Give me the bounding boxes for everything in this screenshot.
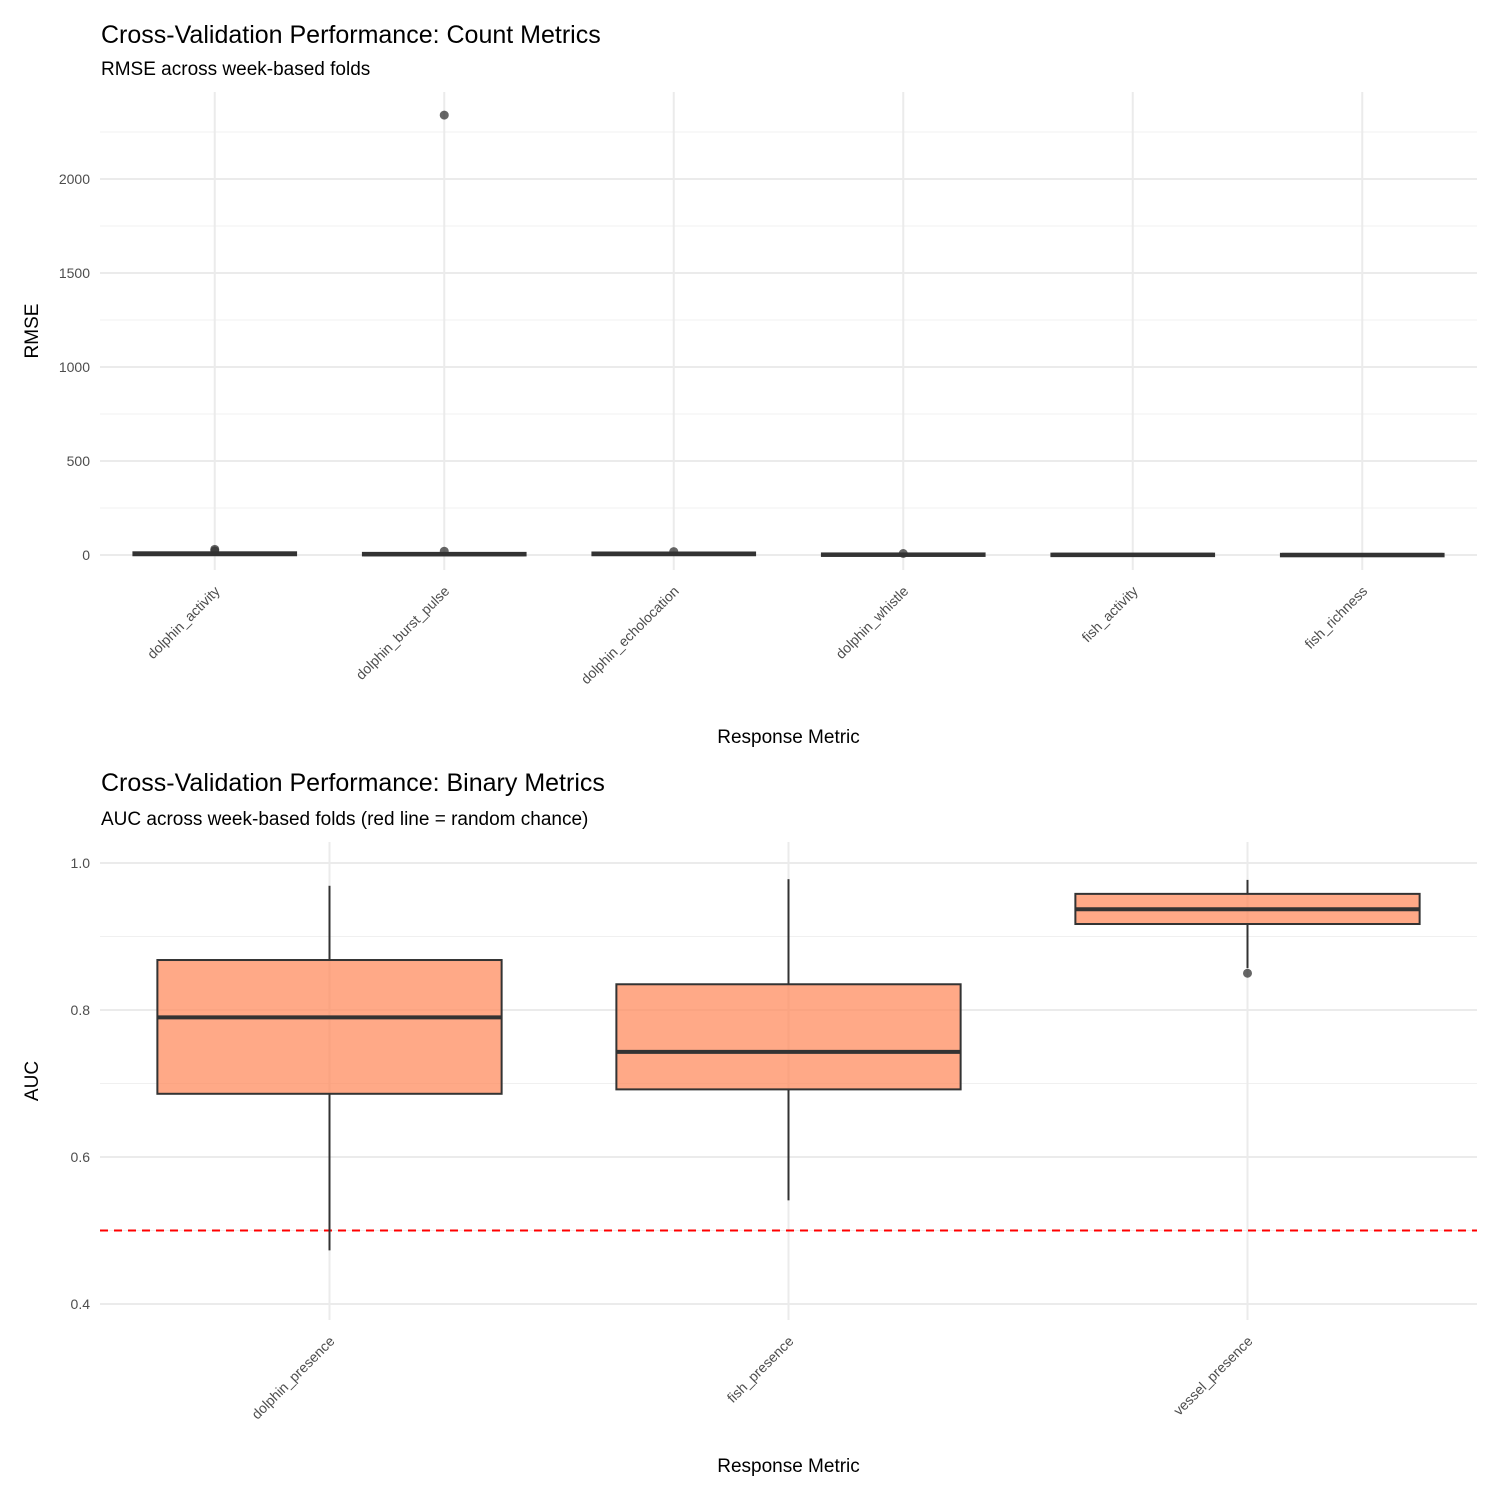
y-axis-label: RMSE: [22, 304, 43, 359]
x-axis-label: Response Metric: [717, 727, 860, 748]
x-tick-label: vessel_presence: [1170, 1333, 1256, 1419]
y-tick-label: 0.6: [71, 1149, 91, 1165]
y-tick-label: 1000: [59, 359, 90, 375]
y-tick-label: 0: [82, 547, 90, 563]
x-tick-label: dolphin_whistle: [832, 583, 911, 662]
y-tick-label: 500: [67, 453, 91, 469]
x-tick-label: fish_richness: [1301, 583, 1370, 652]
outlier-point: [210, 546, 220, 556]
x-tick-label: dolphin_echolocation: [578, 583, 682, 687]
x-tick-label: fish_presence: [724, 1333, 797, 1406]
box-dolphin_presence: [156, 959, 503, 1095]
chart-title: Cross-Validation Performance: Binary Met…: [101, 769, 605, 797]
outlier-point: [439, 546, 449, 556]
x-tick-label: fish_activity: [1078, 583, 1140, 645]
y-tick-label: 0.4: [71, 1296, 91, 1312]
y-tick-label: 0.8: [71, 1002, 91, 1018]
x-axis-label: Response Metric: [717, 1456, 860, 1477]
y-tick-label: 2000: [59, 171, 90, 187]
x-tick-label: dolphin_presence: [248, 1333, 338, 1423]
outlier-point: [898, 548, 908, 558]
x-tick-label: dolphin_activity: [144, 583, 223, 662]
chart-subtitle: RMSE across week-based folds: [101, 59, 370, 80]
box-fish_presence: [615, 983, 962, 1091]
chart-subtitle: AUC across week-based folds (red line = …: [101, 809, 588, 830]
outlier-point: [669, 547, 679, 557]
x-tick-label: dolphin_burst_pulse: [352, 583, 452, 683]
chart-title: Cross-Validation Performance: Count Metr…: [101, 21, 601, 49]
outlier-point: [1243, 968, 1252, 978]
y-axis-label: AUC: [22, 1061, 43, 1101]
y-tick-label: 1500: [59, 265, 90, 281]
y-tick-label: 1.0: [71, 855, 91, 871]
outlier-point: [439, 110, 449, 120]
